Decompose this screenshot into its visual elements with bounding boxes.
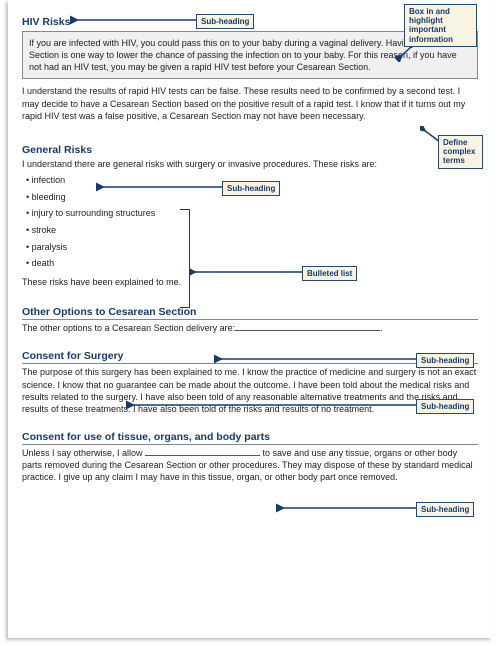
consent-surgery-para: The purpose of this surgery has been exp…	[22, 366, 478, 415]
tag-box-highlight: Box in and highlight important informati…	[404, 4, 477, 47]
tissue-a: Unless I say otherwise, I allow	[22, 448, 145, 458]
bracket-icon	[180, 209, 190, 308]
other-options-text: The other options to a Cesarean Section …	[22, 322, 478, 334]
list-item: stroke	[26, 225, 478, 237]
other-text-b: .	[380, 323, 383, 333]
general-outro: These risks have been explained to me.	[22, 276, 478, 288]
blank-line	[235, 322, 380, 331]
list-item: paralysis	[26, 242, 478, 254]
list-item: death	[26, 258, 478, 270]
tag-bulleted-list: Bulleted list	[302, 266, 357, 281]
tag-sub-heading-5: Sub-heading	[416, 502, 474, 517]
other-text-a: The other options to a Cesarean Section …	[22, 323, 235, 333]
document-page: HIV Risks If you are infected with HIV, …	[8, 0, 492, 638]
heading-other-options: Other Options to Cesarean Section	[22, 306, 478, 320]
heading-consent-surgery: Consent for Surgery	[22, 350, 478, 364]
heading-consent-tissue: Consent for use of tissue, organs, and b…	[22, 431, 478, 445]
tag-sub-heading-1: Sub-heading	[196, 14, 254, 29]
tag-sub-heading-4: Sub-heading	[416, 399, 474, 414]
tag-define-terms: Define complex terms	[438, 135, 483, 169]
tag-sub-heading-3: Sub-heading	[416, 353, 474, 368]
tag-sub-heading-2: Sub-heading	[222, 181, 280, 196]
blank-line-2	[145, 447, 260, 456]
general-intro: I understand there are general risks wit…	[22, 158, 478, 170]
hiv-paragraph: I understand the results of rapid HIV te…	[22, 85, 478, 121]
list-item: injury to surrounding structures	[26, 208, 478, 220]
consent-tissue-para: Unless I say otherwise, I allow to save …	[22, 447, 478, 483]
heading-general-risks: General Risks	[22, 144, 478, 156]
